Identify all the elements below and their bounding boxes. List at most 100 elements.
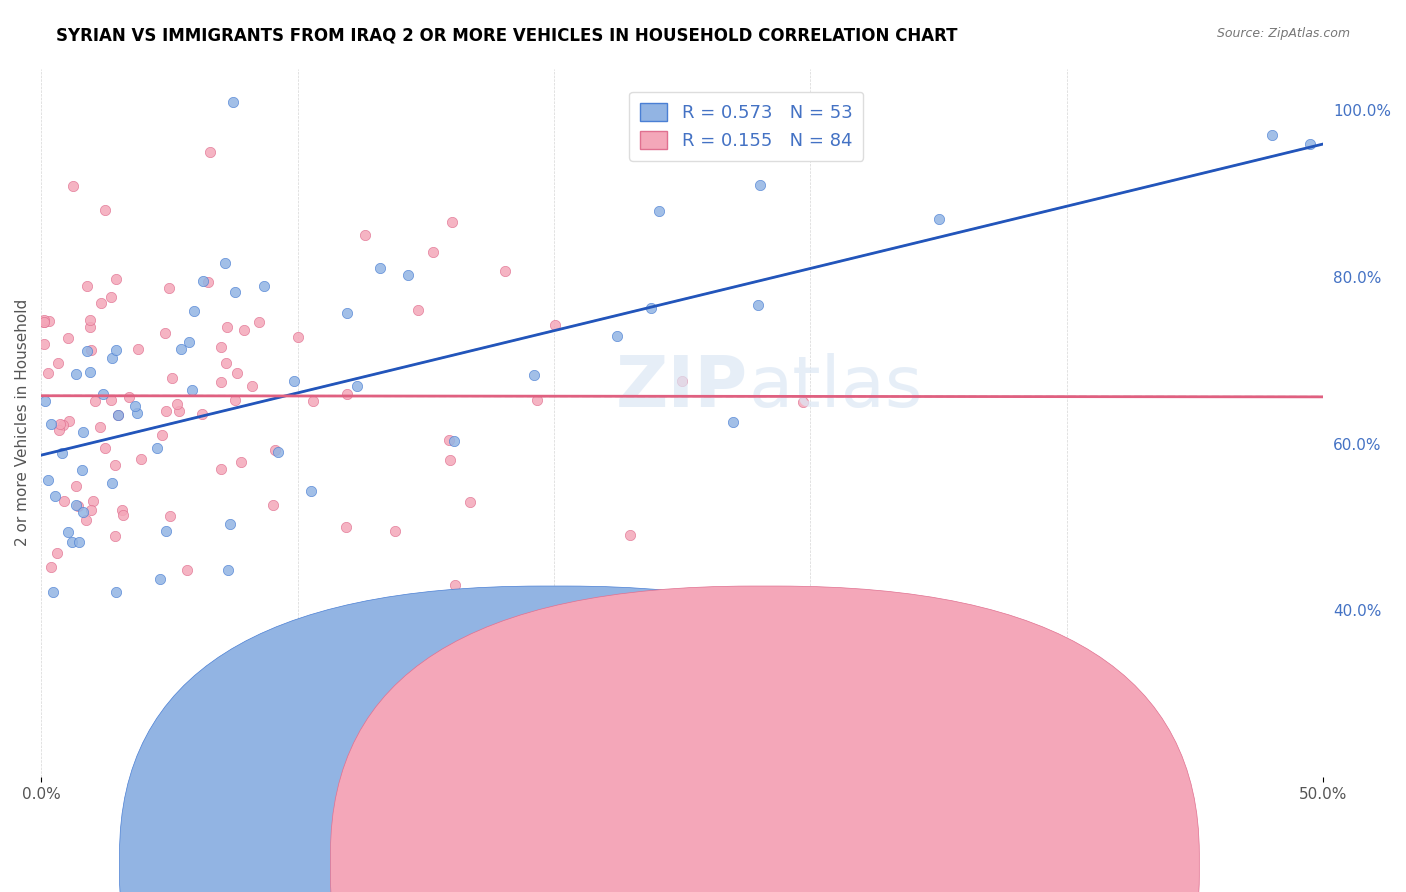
Point (190, 407, 212, 421)
Point (155, 524, 177, 539)
Point (233, 323, 256, 337)
Point (444, 578, 467, 592)
Point (217, 563, 239, 577)
Point (32, 315, 55, 329)
Point (494, 264, 516, 278)
Point (39, 560, 62, 574)
Point (62, 179, 84, 194)
Point (747, 298, 769, 312)
Point (104, 343, 127, 358)
Text: Source: ZipAtlas.com: Source: ZipAtlas.com (1216, 27, 1350, 40)
Point (153, 326, 176, 340)
Point (69, 535, 91, 549)
Point (167, 404, 190, 418)
Point (283, 374, 305, 388)
Point (606, 329, 628, 343)
Point (180, 383, 202, 397)
Point (176, 563, 198, 577)
Point (422, 244, 444, 259)
Point (224, 392, 246, 407)
Point (79, 313, 101, 327)
Point (32, 315, 55, 329)
Point (91, 387, 114, 401)
Point (247, 315, 270, 329)
Point (225, 366, 247, 380)
Point (89, 420, 111, 434)
Point (46, 356, 69, 370)
Point (346, 378, 368, 392)
Point (928, 211, 950, 226)
Y-axis label: 2 or more Vehicles in Household: 2 or more Vehicles in Household (15, 299, 30, 546)
Text: SYRIAN VS IMMIGRANTS FROM IRAQ 2 OR MORE VEHICLES IN HOUSEHOLD CORRELATION CHART: SYRIAN VS IMMIGRANTS FROM IRAQ 2 OR MORE… (56, 27, 957, 45)
Point (111, 502, 134, 516)
Point (67, 499, 90, 513)
Point (336, 387, 359, 401)
Point (72, 505, 94, 519)
Point (104, 272, 127, 286)
Point (65, 367, 87, 381)
Point (354, 227, 377, 242)
Point (465, 711, 488, 725)
Point (65, 478, 87, 492)
Point (32, 313, 55, 327)
Point (124, 399, 146, 413)
Point (159, 509, 181, 524)
Point (748, 178, 770, 192)
Point (56, 525, 79, 540)
Point (159, 281, 181, 295)
Point (396, 268, 419, 283)
Point (129, 451, 152, 466)
Point (522, 368, 544, 382)
Point (458, 495, 481, 509)
Point (218, 517, 240, 532)
Point (48, 423, 70, 437)
Point (214, 356, 236, 370)
Point (76, 279, 98, 293)
Point (149, 572, 172, 586)
Point (439, 434, 461, 448)
Point (83, 394, 105, 409)
Point (42, 584, 65, 599)
Point (368, 260, 391, 275)
Point (37, 366, 59, 380)
Point (79, 365, 101, 379)
Point (526, 393, 548, 408)
Point (1261, 128, 1284, 143)
Point (94, 203, 117, 218)
Text: ZIP: ZIP (616, 352, 748, 422)
Point (44, 490, 66, 504)
Point (32, 336, 55, 351)
Point (52, 418, 75, 433)
Point (222, 95, 245, 109)
Point (240, 379, 263, 393)
Text: Immigrants from Iraq: Immigrants from Iraq (703, 819, 866, 834)
Point (58, 414, 80, 428)
Point (38, 314, 60, 328)
Point (443, 434, 465, 448)
Point (72, 425, 94, 439)
Point (209, 340, 232, 354)
Point (107, 408, 129, 422)
Point (299, 483, 322, 498)
Point (721, 415, 744, 429)
Point (1299, 136, 1322, 151)
Point (544, 318, 567, 332)
Point (336, 306, 359, 320)
Point (170, 343, 193, 357)
Point (440, 215, 463, 229)
Point (101, 351, 124, 366)
Point (104, 529, 127, 543)
Point (107, 408, 129, 422)
Point (647, 204, 669, 219)
Point (100, 393, 122, 408)
Point (150, 427, 173, 442)
Point (209, 462, 232, 476)
Point (90, 296, 112, 310)
Point (53, 493, 76, 508)
Text: Syrians: Syrians (551, 819, 607, 834)
Point (217, 320, 239, 334)
Point (82, 494, 104, 508)
Point (45, 546, 67, 560)
Point (127, 342, 149, 356)
Point (287, 329, 309, 343)
